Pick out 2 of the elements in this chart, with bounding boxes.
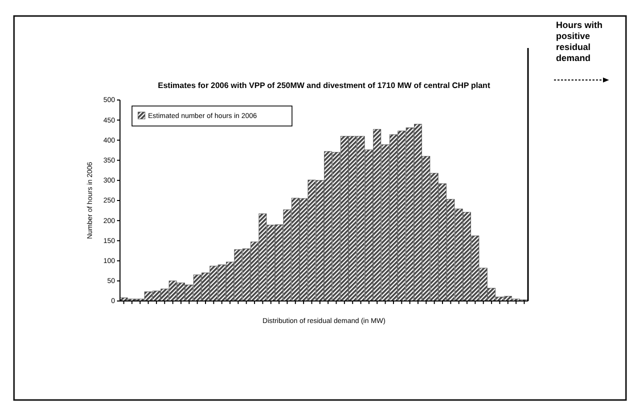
chart-title: Estimates for 2006 with VPP of 250MW and divestment of 1710 MW of central CHP plant	[158, 81, 490, 90]
text: Hours with positive residual demand	[556, 20, 602, 63]
